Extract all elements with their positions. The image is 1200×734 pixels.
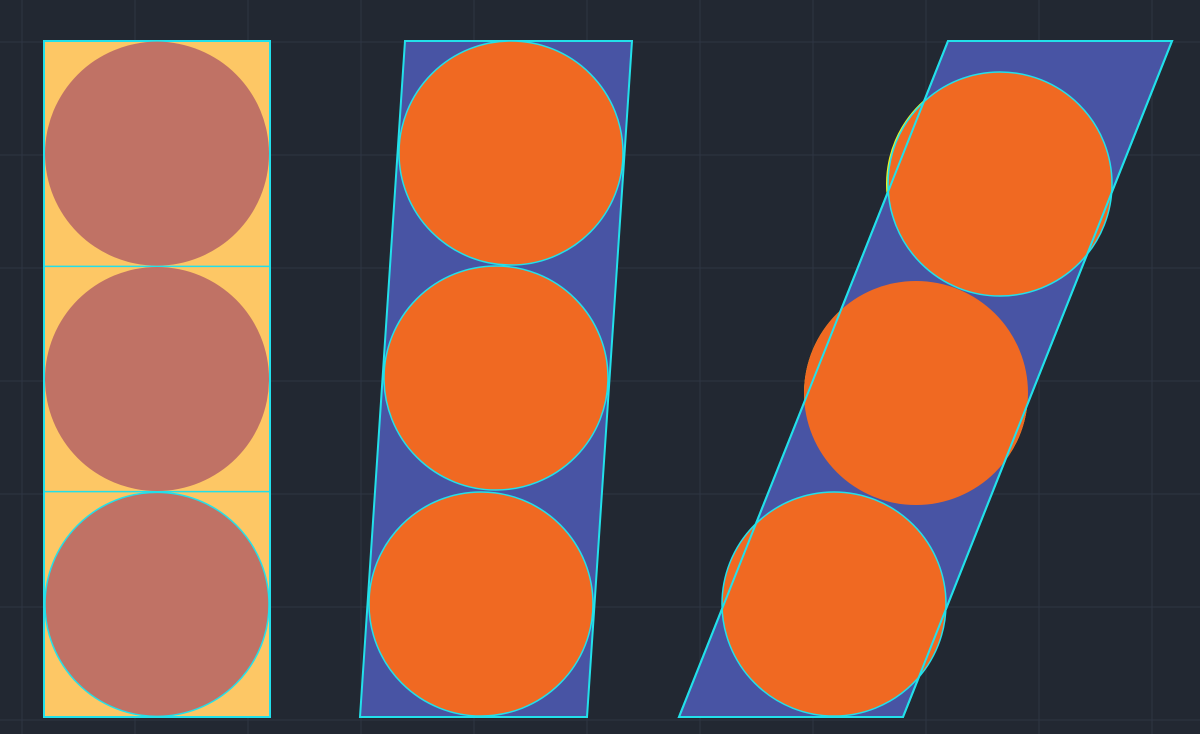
parallelogram-circle[interactable] <box>804 281 1028 505</box>
rectangle-circle[interactable] <box>45 267 269 491</box>
parallelogram-circle[interactable] <box>887 71 1113 297</box>
rectangle-circle[interactable] <box>44 491 270 718</box>
parallelogram-edge-overlay <box>677 40 1174 718</box>
rectangle-circle[interactable] <box>45 41 269 266</box>
rectangle-column-group <box>43 40 271 718</box>
parallelogram-circle[interactable] <box>383 265 609 491</box>
slight-slant-parallelogram-group <box>358 40 634 718</box>
parallelogram-circle[interactable] <box>398 40 624 266</box>
parallelogram-circle[interactable] <box>368 491 594 717</box>
steep-slant-parallelogram-group <box>677 40 1174 718</box>
